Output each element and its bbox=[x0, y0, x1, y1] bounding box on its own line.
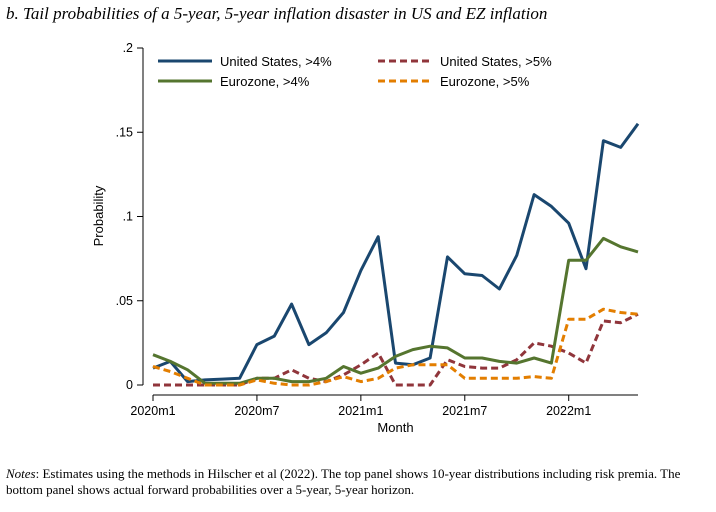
x-axis-title: Month bbox=[377, 420, 413, 435]
y-tick-label: .1 bbox=[123, 210, 133, 224]
notes: Notes: Estimates using the methods in Hi… bbox=[6, 466, 710, 498]
y-tick-label: 0 bbox=[126, 378, 133, 392]
legend: United States, >4% United States, >5% Euro… bbox=[158, 54, 552, 89]
legend-label: Eurozone, >4% bbox=[220, 74, 310, 89]
x-tick-label: 2022m1 bbox=[546, 404, 591, 418]
series-line bbox=[152, 122, 640, 384]
y-axis-title: Probability bbox=[91, 185, 106, 246]
chart-title: b. Tail probabilities of a 5-year, 5-yea… bbox=[6, 4, 548, 23]
x-tick-label: 2020m1 bbox=[130, 404, 175, 418]
axes: 0 .05 .1 .15 .2 2020m1 2020m7 2021m1 2021m7 2022m… bbox=[91, 41, 638, 435]
notes-text: : Estimates using the methods in Hilsche… bbox=[6, 466, 681, 497]
legend-label: United States, >5% bbox=[440, 54, 552, 69]
legend-label: Eurozone, >5% bbox=[440, 74, 530, 89]
series-line bbox=[153, 312, 639, 387]
y-tick-label: .15 bbox=[116, 125, 133, 139]
legend-label: United States, >4% bbox=[220, 54, 332, 69]
x-tick-label: 2021m7 bbox=[442, 404, 487, 418]
line-chart: 0 .05 .1 .15 .2 2020m1 2020m7 2021m1 2021m7 2022m… bbox=[91, 41, 640, 435]
x-tick-label: 2020m7 bbox=[234, 404, 279, 418]
series-layer bbox=[152, 122, 640, 387]
y-tick-label: .05 bbox=[116, 294, 133, 308]
y-tick-label: .2 bbox=[123, 41, 133, 55]
x-tick-label: 2021m1 bbox=[338, 404, 383, 418]
notes-label: Notes bbox=[6, 466, 36, 481]
series-line bbox=[152, 236, 639, 385]
series-line bbox=[152, 307, 639, 387]
